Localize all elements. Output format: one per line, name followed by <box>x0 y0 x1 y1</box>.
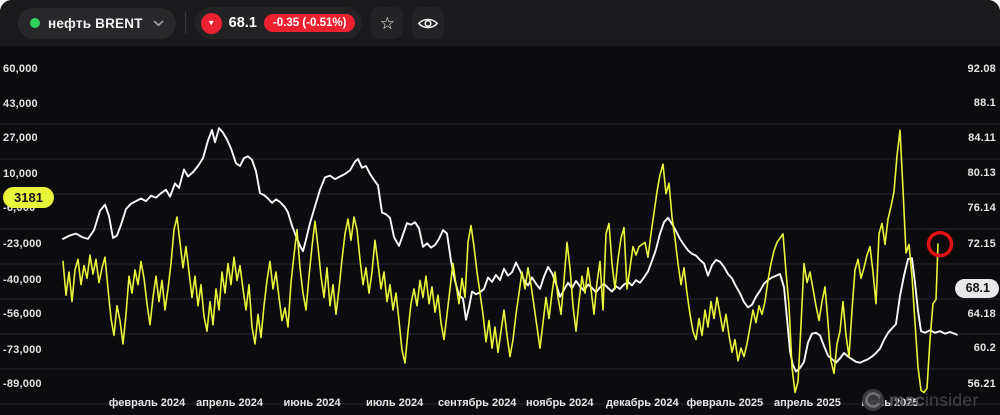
last-price: 68.1 <box>229 15 257 31</box>
price-change-badge: -0.35 (-0.51%) <box>264 14 356 32</box>
y-axis-left-label: 43,000 <box>3 98 38 111</box>
y-axis-right-label: 76.14 <box>967 202 996 215</box>
watermark: mscinsider <box>862 389 979 411</box>
y-axis-left-label: 10,000 <box>3 168 38 181</box>
price-summary: ▼ 68.1 -0.35 (-0.51%) <box>195 7 363 39</box>
market-status-dot <box>30 18 40 28</box>
y-axis-right-label: 60.2 <box>974 342 996 355</box>
highlight-circle-annotation <box>929 233 952 256</box>
plot-canvas <box>0 46 1000 415</box>
y-axis-right-label: 80.13 <box>967 167 996 180</box>
x-axis-label: апрель 2024 <box>196 397 263 409</box>
x-axis-label: июнь 2024 <box>284 397 341 409</box>
price-down-icon: ▼ <box>201 13 222 34</box>
x-axis-label: ноябрь 2024 <box>526 397 593 409</box>
y-axis-left-label: 60,000 <box>3 63 38 76</box>
y-axis-left-label: -23,000 <box>3 238 42 251</box>
y-axis-right-label: 92.08 <box>967 63 996 76</box>
instrument-selector[interactable]: нефть BRENT <box>18 8 176 39</box>
x-axis-label: февраль 2025 <box>687 397 763 409</box>
instrument-name: нефть BRENT <box>48 16 143 31</box>
y-axis-left-label: 27,000 <box>3 132 38 145</box>
trading-chart-widget: нефть BRENT ▼ 68.1 -0.35 (-0.51%) ☆ 60,0… <box>0 0 1000 415</box>
mscinsider-logo-icon <box>862 389 884 411</box>
y-axis-right-label: 84.11 <box>968 132 996 145</box>
x-axis-label: апрель 2025 <box>774 397 841 409</box>
brent-price-white-line <box>63 128 957 371</box>
current-price-badge: 68.1 <box>955 279 999 298</box>
y-axis-left-label: -56,000 <box>3 308 42 321</box>
current-value-badge-left: 3181 <box>3 187 54 208</box>
y-axis-left-label: -40,000 <box>3 274 42 287</box>
x-axis-label: июль 2024 <box>366 397 423 409</box>
y-axis-left-label: -89,000 <box>3 378 42 391</box>
watchlist-button[interactable] <box>412 7 444 39</box>
y-axis-left-label: -73,000 <box>3 344 42 357</box>
chevron-down-icon <box>153 20 164 27</box>
header-divider <box>185 12 186 34</box>
eye-icon <box>417 16 439 31</box>
x-axis-label: сентябрь 2024 <box>438 397 517 409</box>
watermark-light: insider <box>925 390 979 410</box>
y-axis-right-label: 72.15 <box>967 238 996 251</box>
chart-area[interactable]: 60,00043,00027,00010,000-6,000-23,000-40… <box>0 46 1000 415</box>
favorite-button[interactable]: ☆ <box>371 7 403 39</box>
star-icon: ☆ <box>380 15 395 32</box>
y-axis-right-label: 88.1 <box>974 97 996 110</box>
x-axis-label: декабрь 2024 <box>606 397 679 409</box>
x-axis-label: февраль 2024 <box>109 397 185 409</box>
y-axis-right-label: 64.18 <box>967 308 996 321</box>
chart-header: нефть BRENT ▼ 68.1 -0.35 (-0.51%) ☆ <box>0 0 1000 46</box>
watermark-bold: msc <box>889 390 925 410</box>
